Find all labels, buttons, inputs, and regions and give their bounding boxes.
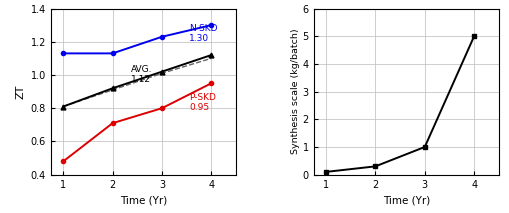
Text: N-SKD: N-SKD <box>189 24 218 33</box>
Text: 1.12: 1.12 <box>131 75 151 84</box>
Y-axis label: ZT: ZT <box>15 84 25 99</box>
Text: P-SKD: P-SKD <box>189 93 216 102</box>
Y-axis label: Synthesis scale (kg/batch): Synthesis scale (kg/batch) <box>291 29 300 154</box>
X-axis label: Time (Yr): Time (Yr) <box>383 195 430 205</box>
X-axis label: Time (Yr): Time (Yr) <box>120 195 167 205</box>
Text: 1.30: 1.30 <box>189 34 209 43</box>
Text: 0.95: 0.95 <box>189 102 209 112</box>
Text: AVG.: AVG. <box>131 65 153 74</box>
